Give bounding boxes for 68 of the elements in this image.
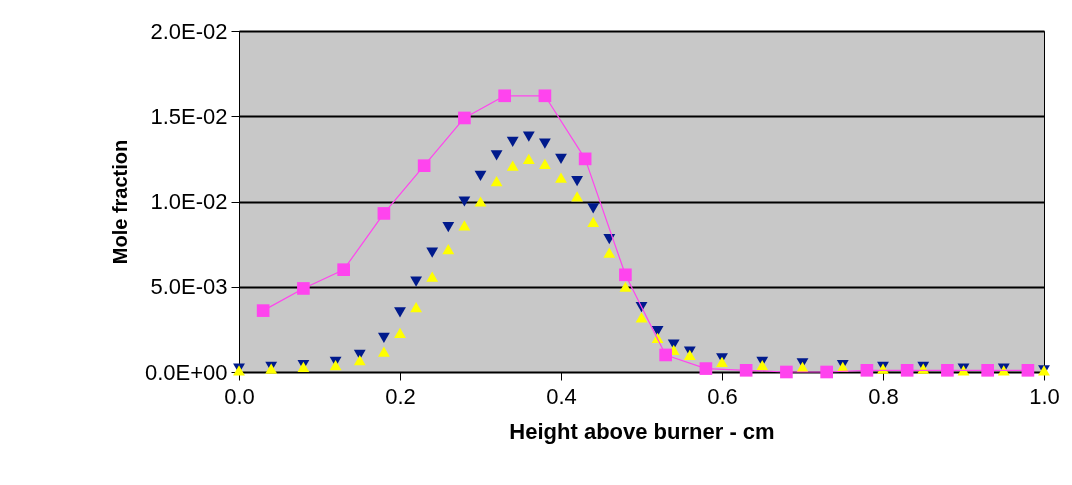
point [1021,363,1035,377]
point [587,203,600,214]
point [571,191,584,202]
point [474,170,487,182]
point [377,332,390,344]
point [941,363,954,377]
point [683,349,696,361]
y-tick-label: 0.0E+00 [144,359,228,385]
x-tick-label: 0.6 [707,383,738,409]
point [394,307,406,318]
point [555,153,567,164]
point [555,172,567,183]
point [353,354,366,366]
point [490,150,503,161]
point [426,247,439,258]
x-tick-label: 0.8 [868,383,899,409]
point [410,276,423,287]
point [329,360,342,371]
point [780,365,793,379]
point [619,268,632,282]
point [603,247,616,258]
y-tick-label: 5.0E-03 [150,274,228,300]
point [587,216,600,228]
point [377,346,390,357]
point [410,302,423,313]
point [506,160,519,171]
point [619,281,632,292]
point [506,136,519,147]
point [820,365,833,379]
point [538,89,552,103]
point [659,348,672,362]
point [426,271,439,282]
point [417,159,431,173]
x-tick-label: 0.2 [385,383,416,409]
y-tick-label: 2.0E-02 [150,18,228,44]
point [522,153,535,164]
x-tick-label: 0.4 [546,383,577,409]
point [860,363,874,377]
point [739,363,753,377]
point [538,138,551,149]
point [635,312,648,323]
point [474,196,487,207]
point [699,362,713,375]
point [394,327,406,338]
y-tick-label: 1.5E-02 [150,103,228,129]
point [578,152,592,166]
point [522,131,535,142]
point [442,244,455,255]
y-tick-label: 1.0E-02 [150,189,228,214]
point [256,304,270,317]
point [458,196,471,207]
point [571,175,584,187]
point [900,363,914,377]
x-tick-label: 0.0 [224,383,255,409]
x-tick-label: 1.0 [1029,383,1060,409]
point [490,175,503,187]
point [981,363,994,377]
point [756,360,769,371]
point [458,111,471,125]
point [377,207,391,220]
point [297,282,310,295]
point [538,158,551,170]
point [458,220,471,231]
point [337,263,350,277]
y-axis-title: Mole fraction [108,139,131,265]
x-axis-title: Height above burner - cm [509,418,775,444]
point [498,89,511,103]
point [442,221,455,233]
